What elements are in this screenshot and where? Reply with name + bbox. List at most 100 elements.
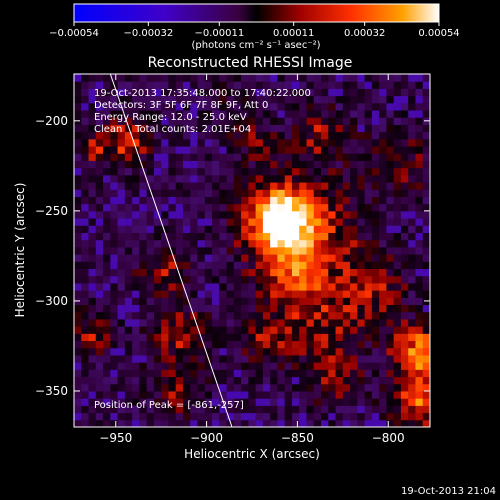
heatmap-cell [255, 354, 264, 363]
heatmap-cell [88, 225, 97, 233]
heatmap-cell [74, 333, 82, 342]
heatmap-cell [219, 246, 228, 255]
heatmap-cell [270, 218, 278, 226]
heatmap-cell [386, 218, 395, 226]
heatmap-cell [255, 196, 264, 205]
heatmap-cell [270, 261, 278, 270]
heatmap-cell [422, 189, 430, 197]
heatmap-cell [103, 398, 111, 406]
heatmap-cell [212, 419, 220, 427]
heatmap-cell [255, 138, 264, 147]
heatmap-cell [124, 383, 133, 392]
heatmap-cell [291, 326, 300, 334]
heatmap-cell [124, 88, 133, 97]
heatmap-cell [328, 340, 337, 349]
heatmap-cell [255, 412, 264, 421]
heatmap-cell [132, 88, 140, 97]
heatmap-cell [241, 88, 249, 97]
heatmap-cell [400, 196, 409, 205]
heatmap-cell [386, 354, 395, 363]
heatmap-cell [291, 398, 300, 406]
heatmap-cell [204, 153, 213, 161]
heatmap-cell [168, 225, 177, 233]
heatmap-cell [161, 383, 169, 392]
heatmap-cell [233, 347, 242, 356]
heatmap-cell [146, 412, 155, 421]
heatmap-cell [393, 117, 402, 125]
heatmap-cell [422, 182, 430, 190]
heatmap-cell [357, 383, 366, 392]
heatmap-cell [95, 333, 104, 342]
heatmap-cell [226, 376, 235, 385]
heatmap-cell [357, 167, 366, 176]
heatmap-cell [117, 95, 126, 104]
heatmap-cell [197, 311, 206, 320]
heatmap-cell [328, 326, 337, 334]
heatmap-cell [379, 340, 387, 349]
heatmap-cell [306, 405, 315, 414]
heatmap-cell [175, 182, 184, 190]
heatmap-cell [313, 383, 322, 392]
heatmap-cell [103, 117, 111, 125]
heatmap-cell [415, 218, 424, 226]
heatmap-cell [313, 124, 322, 133]
heatmap-cell [182, 146, 191, 154]
heatmap-cell [182, 189, 191, 197]
heatmap-cell [132, 196, 140, 205]
heatmap-cell [226, 333, 235, 342]
heatmap-cell [74, 81, 82, 89]
heatmap-cell [379, 117, 387, 125]
heatmap-cell [328, 102, 337, 111]
heatmap-cell [270, 297, 278, 306]
heatmap-cell [204, 167, 213, 176]
heatmap-cell [335, 369, 344, 378]
heatmap-cell [182, 153, 191, 161]
heatmap-cell [110, 398, 119, 406]
heatmap-cell [255, 254, 264, 262]
heatmap-cell [175, 124, 184, 133]
heatmap-cell [139, 354, 148, 363]
heatmap-cell [124, 290, 133, 298]
heatmap-cell [175, 254, 184, 262]
heatmap-cell [95, 225, 104, 233]
heatmap-cell [212, 333, 220, 342]
heatmap-cell [95, 153, 104, 161]
heatmap-cell [393, 225, 402, 233]
heatmap-cell [306, 362, 315, 370]
heatmap-cell [161, 398, 169, 406]
heatmap-cell [74, 131, 82, 140]
heatmap-cell [379, 131, 387, 140]
heatmap-cell [95, 383, 104, 392]
heatmap-cell [306, 117, 315, 125]
heatmap-cell [153, 333, 162, 342]
heatmap-cell [219, 124, 228, 133]
heatmap-cell [103, 131, 111, 140]
heatmap-cell [182, 340, 191, 349]
heatmap-cell [284, 275, 293, 284]
heatmap-cell [124, 239, 133, 248]
heatmap-cell [393, 282, 402, 291]
heatmap-cell [262, 146, 271, 154]
heatmap-cell [95, 196, 104, 205]
heatmap-cell [132, 189, 140, 197]
heatmap-cell [182, 131, 191, 140]
heatmap-cell [161, 138, 169, 147]
heatmap-cell [146, 131, 155, 140]
heatmap-cell [422, 196, 430, 205]
heatmap-cell [270, 398, 278, 406]
heatmap-cell [313, 318, 322, 327]
heatmap-cell [357, 297, 366, 306]
heatmap-cell [153, 189, 162, 197]
heatmap-cell [132, 405, 140, 414]
heatmap-cell [284, 88, 293, 97]
heatmap-cell [139, 290, 148, 298]
x-tick-label: −950 [99, 431, 132, 445]
heatmap-cell [364, 275, 373, 284]
heatmap-cell [262, 261, 271, 270]
heatmap-cell [313, 160, 322, 169]
heatmap-cell [415, 239, 424, 248]
heatmap-cell [204, 174, 213, 183]
heatmap-cell [400, 390, 409, 399]
heatmap-cell [291, 412, 300, 421]
heatmap-cell [139, 117, 148, 125]
